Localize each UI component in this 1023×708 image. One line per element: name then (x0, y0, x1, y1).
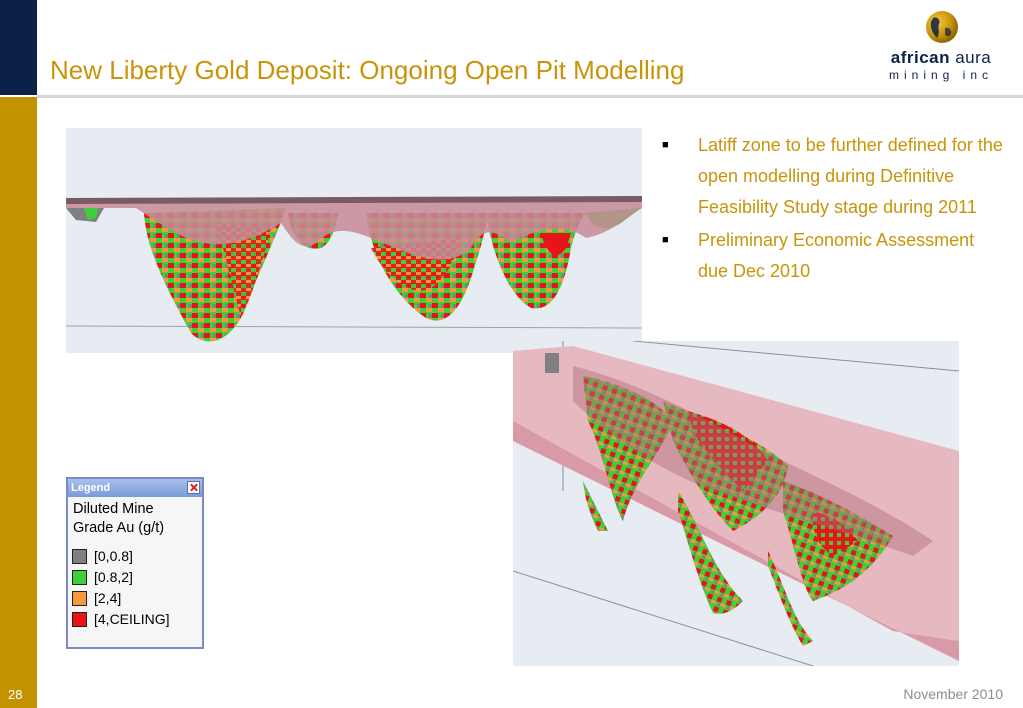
legend-swatch (72, 591, 87, 606)
logo-name: african aura (890, 48, 992, 67)
bullet-item: ■ Latiff zone to be further defined for t… (660, 130, 1005, 223)
bullet-square-icon: ■ (662, 139, 669, 151)
bullet-text: Preliminary Economic Assessment due Dec … (698, 230, 975, 281)
close-icon[interactable] (187, 481, 200, 494)
legend-item: [4,CEILING] (72, 609, 202, 630)
legend-panel: Legend Diluted Mine Grade Au (g/t) [0,0.… (66, 477, 204, 649)
logo-subtitle: mining inc (888, 68, 994, 82)
bullet-square-icon: ■ (662, 234, 669, 246)
page-number: 28 (8, 687, 23, 702)
legend-swatch (72, 549, 87, 564)
legend-titlebar: Legend (68, 479, 202, 497)
globe-icon (926, 11, 958, 43)
slide-title: New Liberty Gold Deposit: Ongoing Open P… (50, 55, 685, 85)
pit-model-3d-image (513, 341, 959, 666)
legend-item: [2,4] (72, 588, 202, 609)
legend-heading: Diluted Mine Grade Au (g/t) (73, 501, 165, 536)
left-bar-navy (0, 0, 37, 95)
legend-label: [0,0.8] (94, 548, 133, 564)
legend-items: [0,0.8] [0.8,2] [2,4] [4,CEILING] (68, 546, 202, 630)
company-logo: african aura mining inc (882, 10, 1000, 85)
left-bar-gold (0, 97, 37, 708)
legend-swatch (72, 570, 87, 585)
legend-label: [4,CEILING] (94, 611, 170, 627)
bullet-list: ■ Latiff zone to be further defined for t… (660, 130, 1005, 289)
footer-date: November 2010 (903, 686, 1003, 702)
legend-item: [0,0.8] (72, 546, 202, 567)
title-divider (37, 95, 1023, 98)
pit-model-section-image (66, 128, 642, 353)
legend-label: [2,4] (94, 590, 122, 606)
legend-label: [0.8,2] (94, 569, 133, 585)
bullet-item: ■ Preliminary Economic Assessment due Dec… (660, 225, 1005, 287)
bullet-text: Latiff zone to be further defined for th… (698, 135, 1003, 217)
legend-swatch (72, 612, 87, 627)
legend-item: [0.8,2] (72, 567, 202, 588)
legend-title: Legend (71, 482, 111, 494)
